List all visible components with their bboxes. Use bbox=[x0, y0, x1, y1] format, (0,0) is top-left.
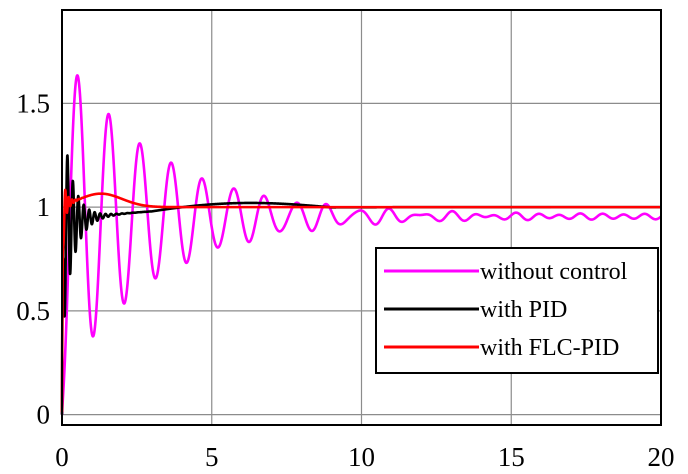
legend: without control with PID with FLC-PID bbox=[375, 247, 659, 374]
y-tick-label: 0 bbox=[37, 400, 51, 430]
series-layer bbox=[60, 74, 663, 415]
x-axis-ticks: 0 5 10 15 20 bbox=[55, 442, 674, 472]
x-tick-label: 5 bbox=[205, 442, 219, 472]
y-tick-label: 0.5 bbox=[16, 296, 50, 326]
legend-label: without control bbox=[480, 259, 628, 285]
y-tick-label: 1.5 bbox=[16, 88, 50, 118]
x-tick-label: 10 bbox=[348, 442, 375, 472]
y-axis-ticks: 0 0.5 1 1.5 bbox=[16, 88, 50, 429]
legend-label: with FLC-PID bbox=[480, 335, 619, 361]
series-line-1 bbox=[60, 74, 663, 415]
legend-label: with PID bbox=[480, 297, 567, 323]
x-tick-label: 0 bbox=[55, 442, 69, 472]
x-tick-label: 15 bbox=[498, 442, 525, 472]
y-tick-label: 1 bbox=[37, 192, 51, 222]
x-tick-label: 20 bbox=[648, 442, 675, 472]
series-line-3 bbox=[60, 188, 663, 413]
plot-frame bbox=[61, 9, 662, 426]
